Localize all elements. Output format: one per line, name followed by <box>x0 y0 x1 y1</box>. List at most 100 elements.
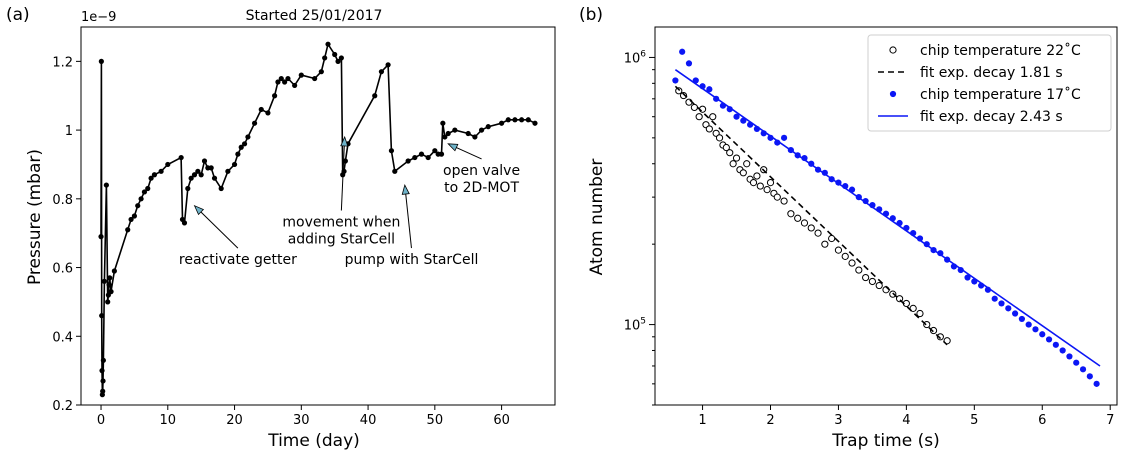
panel-a-y-multiplier: 1e−9 <box>81 10 116 25</box>
pressure-point <box>425 154 431 161</box>
panel-a-title: Started 25/01/2017 <box>246 8 383 24</box>
atom-number-point <box>675 87 683 95</box>
pressure-point <box>418 151 425 157</box>
atom-number-point <box>814 229 822 237</box>
pressure-point <box>258 106 264 113</box>
atom-number-point <box>916 309 924 318</box>
pressure-point <box>278 75 284 82</box>
atom-number-point <box>998 300 1005 307</box>
pressure-point <box>128 216 134 223</box>
pressure-point <box>251 120 258 126</box>
annotation-text: adding StarCell <box>288 231 395 247</box>
x-tick-label: 50 <box>427 413 444 428</box>
fit-line <box>674 69 1101 367</box>
pressure-point <box>218 185 224 192</box>
atom-number-point <box>1005 305 1012 312</box>
atom-number-point <box>672 77 679 84</box>
pressure-point <box>335 58 341 64</box>
atom-number-point <box>739 169 747 177</box>
panel-a-ticks: 0 10 20 30 40 50 60 0.2 0.4 0.6 0.8 1 1.2 <box>52 55 510 428</box>
pressure-point <box>103 182 109 188</box>
pressure-point <box>201 158 208 164</box>
pressure-point <box>131 213 138 219</box>
x-tick-label: 40 <box>360 413 377 428</box>
pressure-point <box>158 168 164 174</box>
pressure-point <box>312 75 318 82</box>
pressure-point <box>141 189 148 195</box>
atom-number-point <box>726 149 734 157</box>
pressure-point <box>272 93 278 99</box>
atom-number-point <box>705 125 713 133</box>
atom-number-point <box>1039 331 1046 338</box>
pressure-point <box>178 154 184 161</box>
annotation-arrow-shaft <box>340 145 345 211</box>
pressure-point <box>100 357 106 363</box>
pressure-point <box>341 168 347 174</box>
atom-number-point <box>773 193 781 201</box>
x-tick-label: 3 <box>834 413 842 428</box>
atom-number-point <box>875 281 883 290</box>
pressure-point <box>238 144 244 150</box>
legend-entry-label: fit exp. decay 1.81 s <box>920 65 1063 81</box>
pressure-point <box>111 268 117 274</box>
atom-number-point <box>780 197 788 205</box>
annotation-arrow-shaft <box>456 147 482 160</box>
pressure-point <box>100 388 106 394</box>
pressure-point <box>245 134 251 140</box>
pressure-point <box>478 127 485 133</box>
pressure-point <box>332 51 338 58</box>
atom-number-point <box>732 154 741 162</box>
panel-a-plot-frame <box>80 26 556 406</box>
panel-a-label: (a) <box>6 5 30 25</box>
atom-number-point <box>1059 347 1066 354</box>
atom-number-point <box>766 179 775 187</box>
pressure-point <box>292 82 298 89</box>
atom-number-point <box>1052 341 1059 348</box>
annotation-text: movement when <box>282 214 400 230</box>
pressure-point <box>241 141 248 147</box>
panel-b-legend: chip temperature 22˚C fit exp. decay 1.81… <box>867 34 1112 132</box>
x-tick-label: 0 <box>97 413 105 428</box>
x-tick-label: 2 <box>766 413 774 428</box>
pressure-point <box>165 161 171 168</box>
atom-number-point <box>964 274 971 281</box>
atom-number-point <box>722 143 730 152</box>
atom-number-point <box>834 246 843 254</box>
pressure-point <box>532 120 538 126</box>
atom-number-point <box>715 134 724 142</box>
pressure-point <box>442 134 448 140</box>
pressure-point <box>208 165 214 171</box>
atom-number-point <box>1032 326 1039 333</box>
atom-number-point <box>1025 321 1032 328</box>
pressure-point <box>372 93 378 99</box>
panel-b-ticks: 1 2 3 4 5 6 7 105 106 <box>624 49 1115 428</box>
atom-number-point <box>855 266 863 274</box>
pressure-point <box>472 134 478 140</box>
fit-line <box>674 85 948 346</box>
atom-number-point <box>794 214 802 222</box>
x-tick-label: 60 <box>493 413 510 428</box>
annotation-text: reactivate getter <box>179 252 297 268</box>
pressure-point <box>465 130 471 137</box>
pressure-point <box>485 124 491 130</box>
legend-entry-label: fit exp. decay 2.43 s <box>920 109 1063 125</box>
pressure-point <box>498 120 505 126</box>
pressure-point <box>438 151 445 157</box>
x-tick-label: 30 <box>293 413 310 428</box>
atom-number-point <box>800 219 809 227</box>
pressure-point <box>225 168 231 174</box>
legend-box <box>867 34 1112 132</box>
pressure-point <box>282 79 288 85</box>
panel-a-x-axis-label: Time (day) <box>267 431 360 451</box>
atom-number-point <box>868 277 877 286</box>
pressure-point <box>198 172 204 178</box>
pressure-point <box>285 75 291 82</box>
pressure-point <box>519 117 525 123</box>
annotation-text: pump with StarCell <box>345 252 479 268</box>
atom-number-point <box>828 234 836 243</box>
pressure-point <box>525 117 531 123</box>
legend-marker-swatch <box>889 46 897 54</box>
x-tick-label: 4 <box>902 413 910 428</box>
